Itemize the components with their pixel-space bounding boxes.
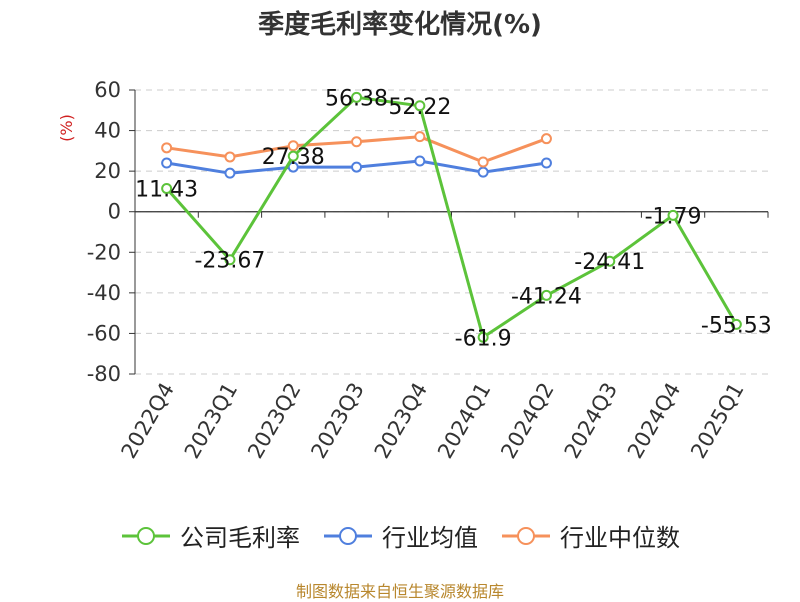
x-tick-label: 2024Q1	[433, 379, 495, 463]
data-label: -61.9	[455, 326, 512, 351]
legend-label: 行业均值	[382, 524, 478, 552]
data-label: 11.43	[135, 178, 198, 203]
series-layer	[161, 91, 742, 343]
data-point	[161, 142, 173, 154]
data-point	[351, 91, 363, 103]
data-point	[224, 151, 236, 163]
data-label: 56.38	[325, 86, 388, 111]
source-note: 制图数据来自恒生聚源数据库	[295, 582, 504, 601]
data-point	[414, 155, 426, 167]
x-tick-label: 2023Q2	[243, 379, 305, 463]
data-point	[351, 161, 363, 173]
y-tick-label: 0	[108, 200, 121, 224]
x-tick-label: 2024Q4	[623, 379, 685, 463]
data-label: -23.67	[194, 249, 265, 274]
x-tick-label: 2024Q2	[496, 379, 558, 463]
grid-layer	[135, 89, 768, 375]
data-point	[287, 150, 299, 162]
y-tick-label: -40	[87, 281, 121, 305]
data-point	[540, 289, 552, 301]
legend-swatch	[122, 526, 170, 545]
data-label-layer: 11.43 -23.67 27.38 56.38 52.22 -61.9 -41.24 -24…	[135, 86, 772, 351]
data-point	[477, 331, 489, 343]
data-label: -55.53	[701, 313, 772, 338]
y-tick-label: 60	[94, 78, 121, 102]
data-point	[287, 161, 299, 173]
legend-item: 行业中位数	[500, 518, 680, 553]
x-tick-label: 2023Q4	[370, 379, 432, 463]
legend-item: 公司毛利率	[120, 518, 300, 553]
y-axis-label: (%)	[57, 114, 76, 142]
data-point	[161, 157, 173, 169]
legend-swatch	[502, 526, 550, 545]
data-label: -1.79	[645, 204, 702, 229]
data-label: 52.22	[388, 95, 451, 120]
data-point	[287, 140, 299, 152]
data-point	[351, 136, 363, 148]
y-tick-label: -20	[87, 240, 121, 264]
y-tick-label: -60	[87, 321, 121, 345]
data-point	[161, 183, 173, 195]
data-point	[477, 166, 489, 178]
data-label: -41.24	[511, 284, 582, 309]
data-point	[730, 318, 742, 330]
x-tick-label: 2023Q1	[180, 379, 242, 463]
series-line	[165, 95, 738, 339]
data-point	[667, 209, 679, 221]
data-label: 27.38	[262, 145, 325, 170]
legend-item: 行业均值	[322, 518, 478, 553]
x-tick-label: 2024Q3	[560, 379, 622, 463]
data-label: -24.41	[574, 250, 645, 275]
data-point	[477, 156, 489, 168]
legend-label: 行业中位数	[560, 524, 680, 552]
data-point	[604, 255, 616, 267]
y-tick-label: -80	[87, 362, 121, 386]
data-point	[414, 100, 426, 112]
legend: 公司毛利率 行业均值 行业中位数	[0, 518, 800, 553]
x-tick-label: 2025Q1	[686, 379, 748, 463]
legend-swatch	[324, 526, 372, 545]
data-point	[540, 133, 552, 145]
legend-label: 公司毛利率	[180, 524, 300, 552]
x-tick-label: 2022Q4	[117, 379, 179, 463]
y-tick-label: 20	[94, 159, 121, 183]
chart-title: 季度毛利率变化情况(%)	[258, 10, 542, 40]
y-tick-label: 40	[94, 119, 121, 143]
data-point	[224, 167, 236, 179]
data-point	[224, 254, 236, 266]
x-tick-label: 2023Q3	[306, 379, 368, 463]
data-point	[414, 131, 426, 143]
data-point	[540, 157, 552, 169]
